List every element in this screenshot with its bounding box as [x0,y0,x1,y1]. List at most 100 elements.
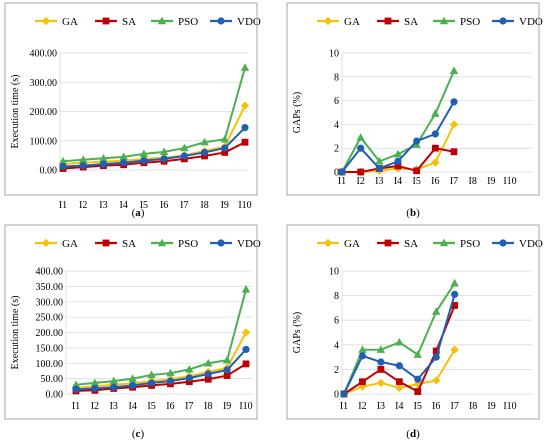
data-point [166,368,175,377]
legend: GA SA PSO VDO [35,16,261,28]
y-tick-label: 2 [334,144,339,155]
data-point [140,157,148,165]
data-point [432,353,440,361]
legend-marker [217,239,225,247]
data-point [119,152,128,161]
data-point [185,374,193,382]
legend-marker [384,239,392,247]
legend-item-pso[interactable]: PSO [151,16,198,28]
data-point [160,155,168,163]
x-tick-label: I2 [356,176,364,187]
data-point [432,376,441,385]
legend-item-vdo[interactable]: VDO [492,238,543,250]
chart-panel-4: 0 2 4 6 8 10 GAPs (%) I1 I2 I3 I4 I5 I6 I7 I8 I9 I10 GA SA… [286,224,543,440]
x-tick-label: I4 [128,401,136,412]
data-point [221,144,229,152]
legend-item-ga[interactable]: GA [35,238,78,250]
legend-item-pso[interactable]: PSO [433,238,480,250]
data-point [185,378,193,386]
x-tick-label: I6 [166,401,174,412]
x-tick-label: I1 [72,401,80,412]
data-point [449,66,459,75]
legend-marker [217,17,225,25]
legend-item-sa[interactable]: SA [377,16,418,28]
legend-item-ga[interactable]: GA [317,16,360,28]
data-point [58,156,68,165]
data-point [395,383,404,393]
data-point [413,167,421,175]
series-line [62,126,246,168]
chart-frame [286,224,540,420]
data-point [204,370,212,378]
data-point [413,137,421,145]
data-point [431,158,440,167]
data-point [450,345,459,354]
chart-panel-3: 0.00 50.00 100.00 150.00 200.00 250.00 300.00 3… [4,224,261,440]
legend-item-ga[interactable]: GA [35,16,78,28]
x-tick-label: I9 [223,401,231,412]
legend-item-sa[interactable]: SA [95,238,136,250]
x-tick-label: I7 [450,176,458,187]
data-point [393,149,403,158]
data-point [204,375,212,383]
x-tick-label: I8 [468,176,476,187]
data-point [110,383,118,391]
legend-label: VDO [237,16,261,28]
x-tick-label: I5 [140,200,148,211]
data-point [359,378,366,386]
legend: GA SA PSO VDO [317,238,543,250]
x-tick-label: I3 [99,200,107,211]
x-tick-label: I7 [185,401,193,412]
series-vdo [59,123,249,171]
series-pso [71,285,251,388]
series-pso [58,63,250,165]
data-point [450,98,458,106]
x-tick-label: I5 [414,401,422,412]
data-point [241,123,249,132]
y-tick-label: 200.00 [30,107,58,118]
legend-label: SA [404,16,418,28]
data-point [242,360,250,368]
x-tick-label: I5 [412,176,420,187]
x-tick-label: I3 [375,176,383,187]
y-tick-label: 6 [334,96,339,107]
x-tick-label: I10 [503,401,516,412]
data-point [147,379,156,387]
x-tick-label: I9 [487,401,495,412]
data-point [166,377,175,385]
data-point [340,390,348,398]
x-tick-label: I6 [431,176,439,187]
legend-item-pso[interactable]: PSO [151,238,198,250]
data-point [449,120,459,129]
data-point [431,130,439,138]
data-point [450,278,459,287]
x-tick-label: I10 [503,176,516,187]
data-point [431,144,439,152]
legend-item-vdo[interactable]: VDO [210,16,261,28]
legend-item-pso[interactable]: PSO [433,16,480,28]
y-tick-label: 100.00 [30,136,58,147]
data-point [90,378,100,387]
legend-marker [157,16,167,25]
data-point [120,159,128,167]
legend-marker [323,238,333,248]
x-tick-label: I9 [487,176,495,187]
data-point [180,143,189,152]
legend-item-sa[interactable]: SA [377,238,418,250]
legend-item-vdo[interactable]: VDO [210,238,261,250]
y-axis-title: GAPs (%) [292,312,303,353]
data-point [180,152,188,160]
panel-caption: (c) [132,428,145,440]
legend-item-sa[interactable]: SA [95,16,136,28]
legend-item-ga[interactable]: GA [317,238,360,250]
data-point [241,285,251,293]
legend-item-vdo[interactable]: VDO [492,16,543,28]
x-tick-label: I6 [432,401,440,412]
legend-marker [499,17,507,25]
series-vdo [340,290,459,398]
y-tick-label: 10 [329,49,339,60]
y-tick-label: 300.00 [36,297,64,308]
x-tick-label: I2 [91,401,99,412]
x-tick-label: I8 [200,200,208,211]
